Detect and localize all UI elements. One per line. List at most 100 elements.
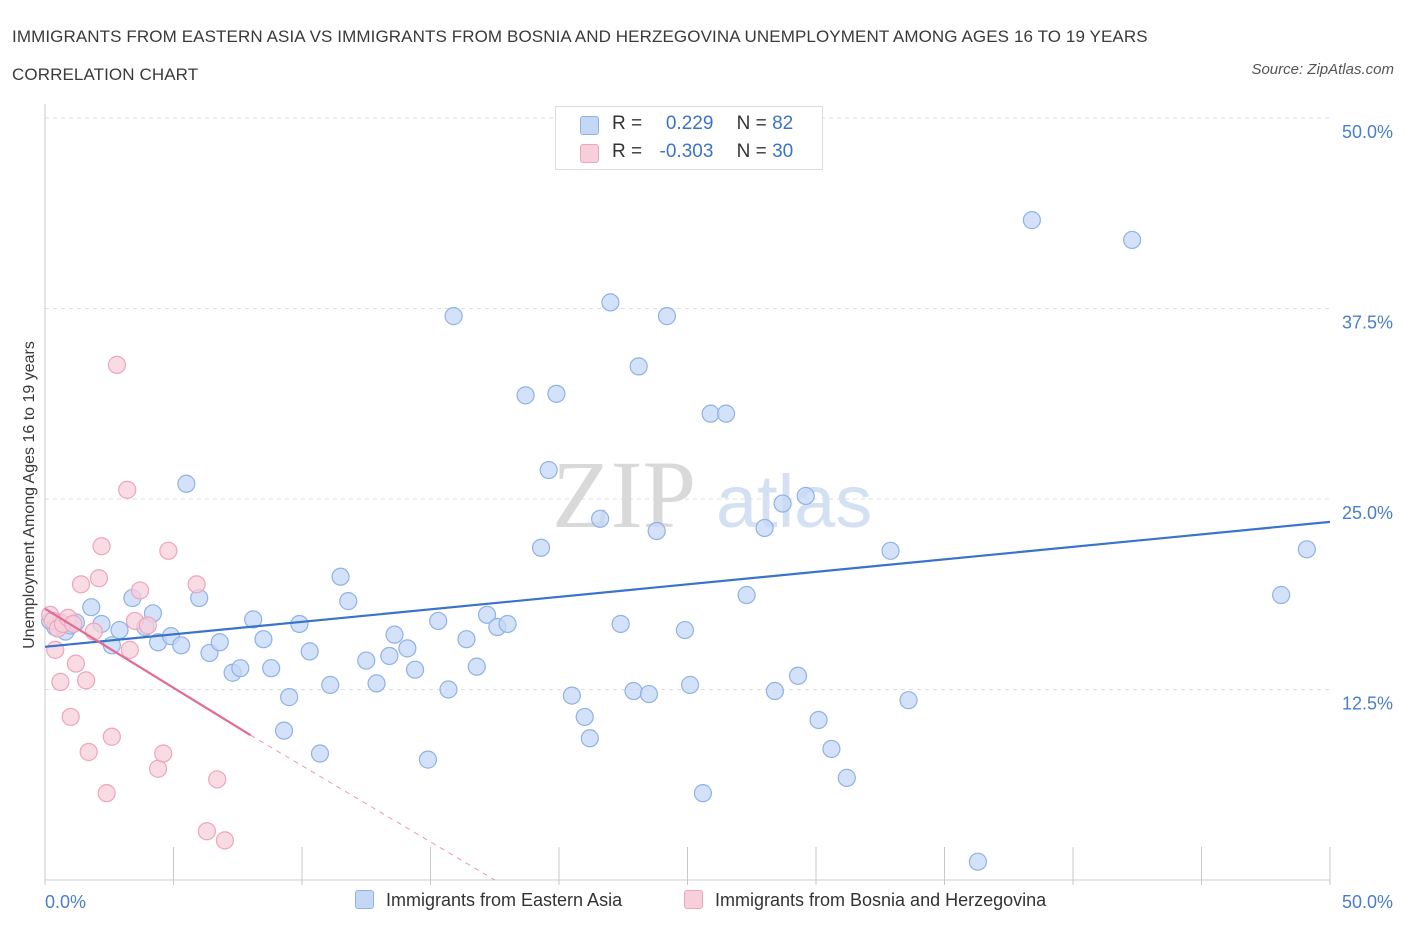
gridlines [45, 117, 1330, 690]
data-point [765, 681, 784, 701]
data-point [680, 675, 700, 695]
r-value: 0.229 [665, 113, 714, 134]
data-point [107, 355, 127, 374]
data-point [357, 651, 376, 670]
r-label: R = [612, 141, 643, 162]
data-point [187, 575, 206, 594]
data-point [693, 784, 713, 803]
tick-labels: 12.5% 25.0% 37.5% 50.0% 0.0% 50.0% [45, 122, 1393, 912]
data-point [331, 567, 350, 586]
y-tick-label: 50.0% [1342, 122, 1393, 142]
data-point [367, 674, 386, 693]
data-point [97, 784, 116, 803]
data-point [159, 541, 178, 560]
data-point [457, 630, 476, 649]
r-value: -0.303 [659, 141, 714, 162]
chart-title: IMMIGRANTS FROM EASTERN ASIA VS IMMIGRAN… [12, 27, 1148, 84]
data-point [197, 822, 217, 841]
data-point [77, 671, 96, 690]
trend-extension-pink [250, 734, 496, 881]
data-point [210, 633, 229, 652]
legend-item-eastern-asia: Immigrants from Eastern Asia [355, 890, 622, 911]
data-point [968, 852, 988, 871]
data-point [547, 384, 566, 403]
data-point [231, 659, 250, 678]
data-point [580, 729, 599, 748]
data-point [46, 640, 65, 659]
data-point [788, 666, 808, 685]
data-point [611, 614, 630, 634]
data-point [498, 614, 517, 634]
data-point [120, 640, 139, 659]
data-point [172, 636, 191, 655]
blue-swatch [355, 890, 374, 909]
stats-legend: R = 0.229 N = 82 R = -0.303 N = 30 [555, 106, 823, 170]
y-tick-label: 12.5% [1342, 694, 1393, 714]
data-point [300, 642, 319, 661]
data-point [280, 688, 299, 707]
data-point [881, 541, 900, 560]
n-value: 82 [772, 113, 794, 134]
n-value: 30 [772, 141, 794, 162]
data-point [796, 486, 815, 506]
data-point [89, 569, 109, 588]
data-point [148, 759, 168, 778]
data-point [310, 744, 330, 763]
data-point [1297, 540, 1316, 559]
data-point [444, 307, 463, 326]
watermark: ZIP atlas [552, 441, 872, 548]
data-point [809, 710, 828, 730]
data-point [82, 598, 101, 617]
data-point [208, 770, 227, 789]
data-point [321, 675, 340, 695]
data-point [601, 293, 620, 312]
n-label: N = [736, 141, 767, 162]
data-point [737, 585, 756, 605]
data-point [716, 404, 736, 423]
y-tick-label: 25.0% [1342, 503, 1393, 523]
data-point [1272, 585, 1291, 605]
data-point [177, 474, 196, 493]
series-blue [41, 211, 1316, 871]
data-point [899, 691, 918, 710]
data-point [380, 646, 399, 666]
source-label: Source: ZipAtlas.com [1251, 61, 1394, 78]
trend-lines [44, 520, 1331, 881]
data-point [467, 657, 486, 676]
data-point [138, 616, 157, 635]
data-point [385, 625, 404, 644]
data-point [154, 744, 173, 763]
data-point [657, 307, 677, 326]
data-point [130, 581, 150, 600]
data-point [66, 654, 85, 673]
x-tick-label: 50.0% [1342, 892, 1393, 912]
data-point [575, 707, 594, 727]
data-point [92, 537, 111, 556]
data-point [215, 831, 234, 850]
points-layer [41, 211, 1316, 871]
data-point [102, 727, 121, 746]
data-point [110, 620, 129, 640]
data-point [701, 404, 720, 423]
legend-label: Immigrants from Eastern Asia [386, 890, 623, 910]
data-point [274, 721, 294, 740]
data-point [477, 605, 497, 624]
series-pink [41, 355, 234, 850]
data-point [51, 672, 70, 691]
data-point [79, 742, 98, 762]
data-point [647, 521, 666, 541]
x-tick-label: 0.0% [45, 892, 86, 912]
data-point [531, 538, 551, 557]
watermark-zip: ZIP [552, 441, 696, 548]
data-point [290, 614, 309, 634]
pink-swatch [580, 144, 599, 163]
data-point [675, 620, 695, 640]
data-point [755, 518, 774, 538]
data-point [591, 509, 610, 528]
data-point [539, 460, 558, 480]
data-point [61, 707, 80, 727]
data-point [562, 686, 581, 705]
data-point [439, 680, 458, 699]
data-point [429, 611, 448, 631]
